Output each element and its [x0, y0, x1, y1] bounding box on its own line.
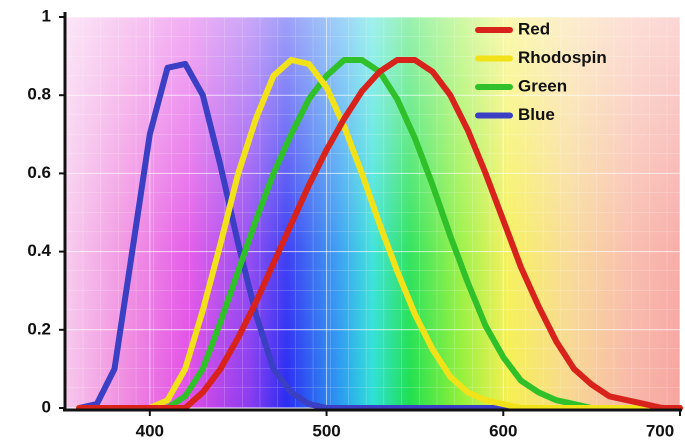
y-tick-label: 0.8 — [27, 85, 51, 104]
y-tick-label: 0 — [42, 397, 51, 416]
x-tick-label: 500 — [312, 421, 340, 440]
series-line — [76, 57, 683, 411]
series-line — [76, 57, 683, 411]
y-tick-label: 0.6 — [27, 163, 51, 182]
x-tick-label: 400 — [136, 421, 164, 440]
y-tick-label: 0.2 — [27, 319, 51, 338]
x-tick-label: 600 — [489, 421, 517, 440]
y-tick-label: 1 — [42, 6, 51, 25]
legend-label: Rhodospin — [518, 48, 607, 67]
legend-label: Red — [518, 19, 550, 38]
lines — [76, 57, 683, 411]
legend-label: Blue — [518, 105, 555, 124]
y-tick-label: 0.4 — [27, 241, 51, 260]
x-tick-label: 700 — [646, 421, 674, 440]
legend-label: Green — [518, 76, 567, 95]
legend: Red Rhodospin Green Blue — [475, 19, 607, 124]
